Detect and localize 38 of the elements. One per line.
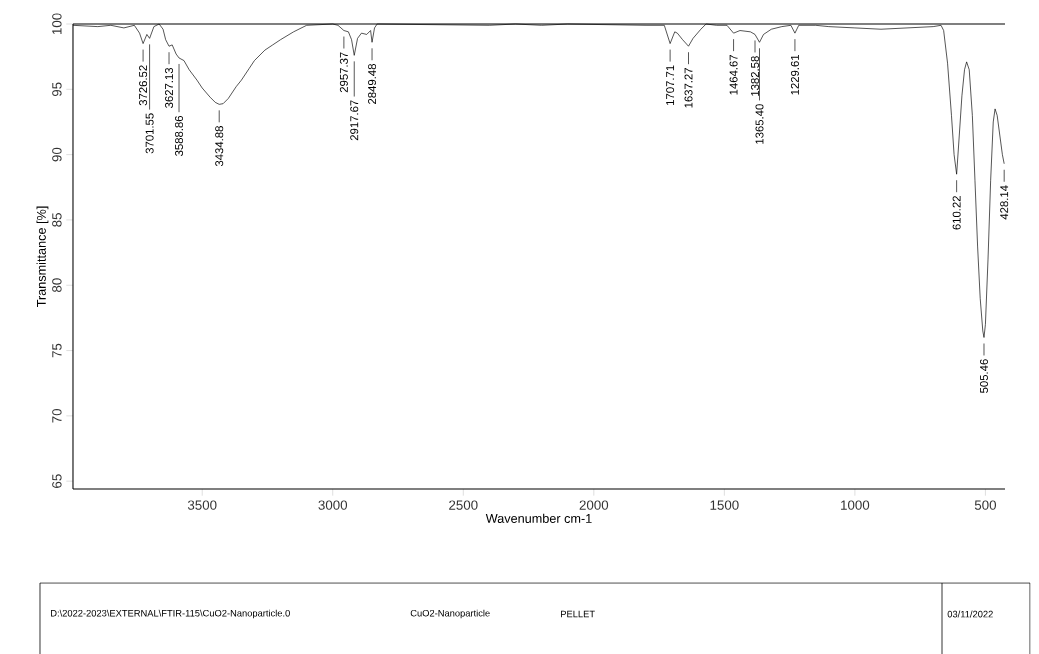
text: CuO2-Nanoparticle (410, 609, 490, 619)
y-tick-label: 90 (52, 147, 62, 162)
x-tick-label: 2000 (579, 500, 609, 510)
annotation: 2849.48 (368, 64, 377, 104)
annotation: 505.46 (979, 359, 988, 393)
y-tick-label: 65 (52, 474, 62, 488)
annotation: 1637.27 (684, 68, 693, 108)
text: 03/11/2022 (947, 610, 993, 618)
y-tick-label: 75 (52, 343, 62, 358)
y-tick-label: 100 (52, 13, 62, 35)
x-axis-title: Wavenumber cm-1 (485, 513, 592, 523)
annotation: 1365.40 (755, 104, 764, 144)
y-axis-title: Transmittance [%] (36, 206, 49, 308)
y-tick-label: 80 (52, 278, 62, 293)
annotation: 2957.37 (339, 52, 348, 93)
x-tick-label: 500 (974, 500, 997, 510)
x-tick-label: 3500 (187, 500, 217, 510)
text: D:\2022-2023\EXTERNAL\FTIR-115\CuO2-Nanoparticle.0 (51, 609, 290, 619)
x-tick-label: 1000 (841, 500, 870, 510)
annotation: 2917.67 (350, 100, 359, 141)
annotation: 610.22 (952, 196, 961, 230)
x-tick-label: 1500 (710, 500, 739, 510)
y-tick-label: 85 (52, 213, 62, 227)
x-tick-label: 3000 (318, 500, 348, 510)
annotation: 3434.88 (215, 126, 224, 167)
annotation: 428.14 (1000, 185, 1009, 220)
y-tick-label: 70 (52, 408, 62, 423)
y-tick-label: 95 (52, 82, 62, 97)
annotation: 3701.55 (145, 113, 154, 154)
annotation: 1707.71 (666, 65, 675, 105)
annotation: 1229.61 (790, 54, 799, 95)
annotation: 1464.67 (729, 54, 738, 95)
x-tick-label: 2500 (449, 500, 478, 510)
annotation: 3627.13 (165, 67, 174, 108)
annotation: 3588.86 (175, 115, 184, 156)
annotation: 3726.52 (139, 65, 148, 106)
text: PELLET (561, 610, 595, 618)
annotation: 1382.58 (751, 56, 760, 96)
